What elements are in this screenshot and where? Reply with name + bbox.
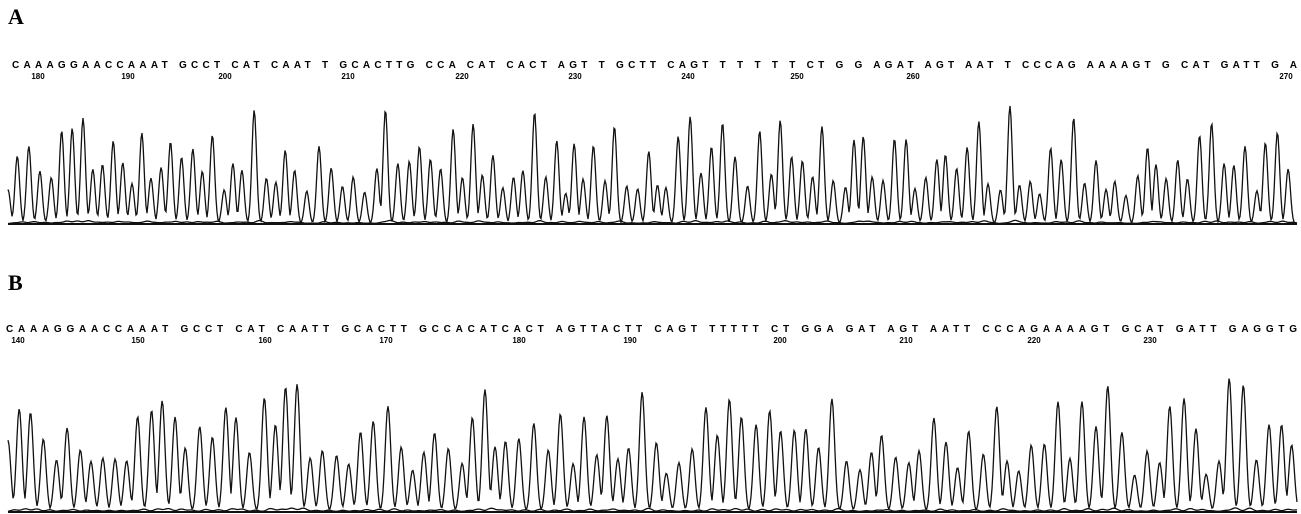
trace xyxy=(8,379,1297,510)
position-number: 230 xyxy=(568,72,582,81)
panel-label: B xyxy=(8,270,23,295)
position-number: 210 xyxy=(341,72,355,81)
position-number: 180 xyxy=(31,72,45,81)
panel-label: A xyxy=(8,4,24,29)
position-number: 190 xyxy=(623,336,637,345)
position-number: 140 xyxy=(11,336,25,345)
position-number: 210 xyxy=(899,336,913,345)
sequence: CAAAGGAACCAAAT GCCT CAT CAATT GCACTT GCC… xyxy=(6,324,1297,335)
trace xyxy=(8,106,1297,224)
position-number: 250 xyxy=(790,72,804,81)
figure: A CAAAGGAACCAAAT GCCT CAT CAAT T GCACTTG… xyxy=(0,0,1301,514)
position-number: 200 xyxy=(773,336,787,345)
position-number: 260 xyxy=(906,72,920,81)
position-number: 240 xyxy=(681,72,695,81)
position-number: 220 xyxy=(455,72,469,81)
position-number: 150 xyxy=(131,336,145,345)
trace-baseline xyxy=(8,508,1297,512)
position-number: 220 xyxy=(1027,336,1041,345)
position-number: 270 xyxy=(1279,72,1293,81)
position-number: 200 xyxy=(218,72,232,81)
position-number: 160 xyxy=(258,336,272,345)
position-number: 230 xyxy=(1143,336,1157,345)
position-number: 190 xyxy=(121,72,135,81)
position-number: 180 xyxy=(512,336,526,345)
sequence: CAAAGGAACCAAAT GCCT CAT CAAT T GCACTTG C… xyxy=(12,60,1297,71)
position-number: 170 xyxy=(379,336,393,345)
